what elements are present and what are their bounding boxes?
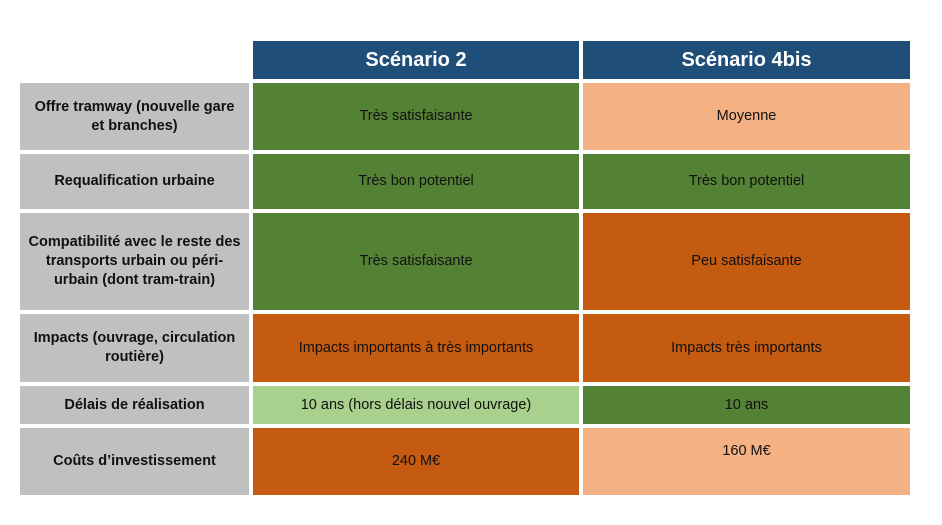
cell-requalification-scenario-4bis: Très bon potentiel bbox=[583, 154, 910, 209]
cell-delais-scenario-2: 10 ans (hors délais nouvel ouvrage) bbox=[253, 386, 579, 424]
cell-couts-scenario-2: 240 M€ bbox=[253, 428, 579, 495]
cell-delais-scenario-4bis: 10 ans bbox=[583, 386, 910, 424]
cell-offre-tramway-scenario-2: Très satisfaisante bbox=[253, 83, 579, 150]
cell-offre-tramway-scenario-4bis: Moyenne bbox=[583, 83, 910, 150]
row-label-offre-tramway: Offre tramway (nouvelle gare et branches… bbox=[20, 83, 249, 150]
row-label-requalification-urbaine: Requalification urbaine bbox=[20, 154, 249, 209]
row-label-couts: Coûts d’investissement bbox=[20, 428, 249, 495]
cell-compatibilite-scenario-4bis: Peu satisfaisante bbox=[583, 213, 910, 310]
cell-impacts-scenario-2: Impacts importants à très importants bbox=[253, 314, 579, 382]
cell-compatibilite-scenario-2: Très satisfaisante bbox=[253, 213, 579, 310]
cell-impacts-scenario-4bis: Impacts très importants bbox=[583, 314, 910, 382]
row-label-delais: Délais de réalisation bbox=[20, 386, 249, 424]
row-label-compatibilite: Compatibilité avec le reste des transpor… bbox=[20, 213, 249, 310]
cell-requalification-scenario-2: Très bon potentiel bbox=[253, 154, 579, 209]
row-label-impacts: Impacts (ouvrage, circulation routière) bbox=[20, 314, 249, 382]
cell-couts-scenario-4bis: 160 M€ bbox=[583, 428, 910, 495]
column-header-scenario-4bis: Scénario 4bis bbox=[583, 41, 910, 79]
column-header-scenario-2: Scénario 2 bbox=[253, 41, 579, 79]
